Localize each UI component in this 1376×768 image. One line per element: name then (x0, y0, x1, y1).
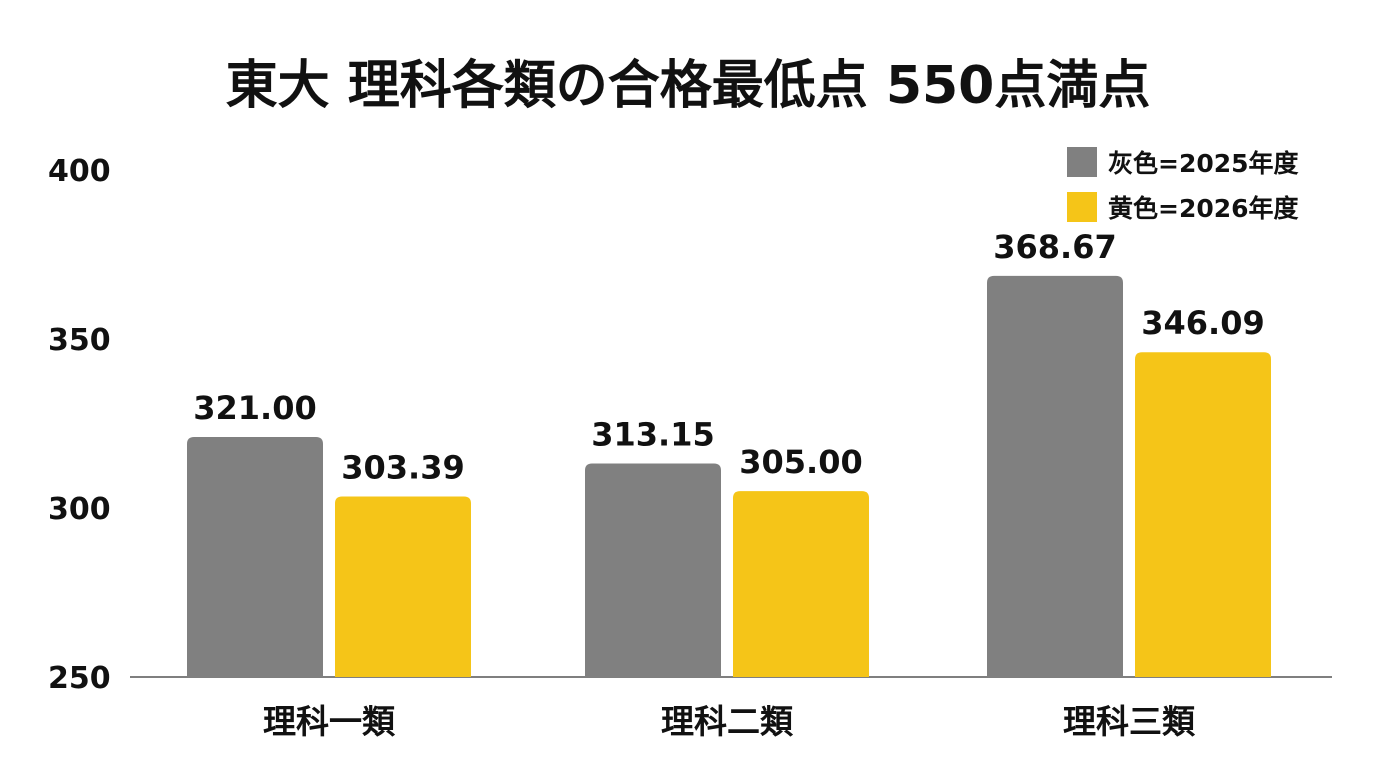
bars-group (187, 275, 1271, 677)
bar-yellow-3 (1135, 352, 1271, 677)
category-labels-group: 理科一類 理科二類 理科三類 (263, 702, 1196, 741)
bar-gray-2 (585, 463, 721, 677)
bar-value-label: 313.15 (591, 416, 714, 454)
legend-label: 灰色=2025年度 (1108, 149, 1299, 178)
y-axis-ticks: 400 350 300 250 (48, 154, 111, 696)
y-tick-label: 250 (48, 661, 111, 696)
legend-swatch (1067, 147, 1097, 177)
bar-gray-3 (987, 275, 1123, 677)
chart-title: 東大 理科各類の合格最低点 550点満点 (226, 56, 1151, 116)
bar-value-label: 346.09 (1141, 304, 1264, 342)
x-category-label: 理科二類 (661, 702, 794, 741)
y-tick-label: 300 (48, 492, 111, 527)
bar-value-label: 303.39 (341, 449, 464, 487)
y-tick-label: 400 (48, 154, 111, 189)
legend-label: 黄色=2026年度 (1108, 194, 1299, 223)
bar-gray-1 (187, 437, 323, 677)
x-category-label: 理科一類 (263, 702, 396, 741)
bar-yellow-1 (335, 496, 471, 677)
legend-swatch (1067, 192, 1097, 222)
bar-yellow-2 (733, 491, 869, 677)
bar-value-label: 305.00 (739, 443, 862, 481)
x-category-label: 理科三類 (1063, 702, 1196, 741)
bar-value-label: 321.00 (193, 389, 316, 427)
bar-value-label: 368.67 (993, 228, 1116, 266)
value-labels-group: 321.00 303.39 313.15 305.00 368.67 346.09 (193, 228, 1264, 487)
y-tick-label: 350 (48, 323, 111, 358)
